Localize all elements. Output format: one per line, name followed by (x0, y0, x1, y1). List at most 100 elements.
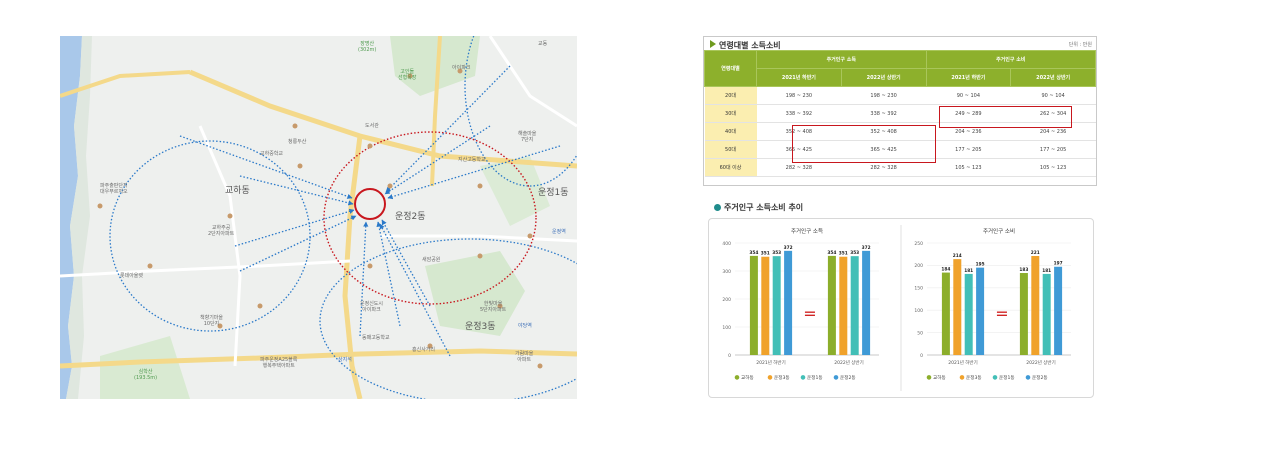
map-label-unjeong3: 운정3동 (465, 322, 496, 332)
table-row: 60대 이상 282 ~ 328 282 ~ 328 105 ~ 123 105… (704, 158, 1096, 177)
highlight-30s-spend (939, 106, 1072, 128)
road-local-2 (60, 259, 351, 278)
map-label-doseo: 도서관 (365, 123, 379, 129)
header-period: 2021년 하반기 (756, 68, 842, 87)
data-label: 372 (784, 245, 793, 251)
map-label-ipark: 아이파크 (452, 65, 471, 71)
age-cell: 30대 (704, 104, 757, 123)
bar (839, 256, 848, 355)
map-label-jisan: 지산고등학교 (458, 157, 486, 163)
data-label: 181 (1042, 268, 1051, 274)
value-cell: 365 ~ 425 (841, 140, 926, 159)
map-label-haebit: 해솔마을 7단지 (518, 131, 537, 143)
trend-chart-panel: 주거인구 소득 0 100 200 300 400 354 351 353 372 2021년 하반… (708, 218, 1094, 398)
map-label-dongpae: 동패고등학교 (362, 335, 390, 341)
catchment-south (319, 238, 577, 399)
value-cell: 90 ~ 104 (1010, 86, 1096, 105)
map-label-gyoha-school: 교하중학교 (260, 151, 284, 157)
map-label-unjeongyeok: 운정역 (552, 229, 566, 235)
chart-title: 주거인구 소비 (983, 227, 1015, 235)
location-map[interactable]: 장명산 (302m) 교동 고인돌 선형목장 아이파크 청롱두산 교하동 교하주공 2… (60, 36, 577, 399)
age-cell: 50대 (704, 140, 757, 159)
value-cell: 352 ~ 408 (756, 122, 842, 141)
x-tick-label: 2022년 상반기 (1026, 359, 1055, 366)
target-site (354, 188, 386, 220)
y-tick-label: 0 (920, 353, 923, 359)
table-unit: 단위 : 만원 (1068, 42, 1092, 48)
bar (784, 250, 793, 355)
header-spend: 주거인구 소비 (925, 50, 1096, 69)
x-tick-label: 2021년 하반기 (948, 359, 977, 366)
bar (1019, 273, 1028, 355)
legend-label: 교하동 (741, 374, 754, 381)
legend-label: 운정2동 (1032, 374, 1048, 381)
value-cell: 105 ~ 123 (926, 158, 1011, 177)
legend-label: 운정2동 (840, 374, 856, 381)
catchment-northeast (464, 36, 577, 187)
legend-swatch (959, 375, 965, 380)
trade-area (323, 131, 537, 305)
legend-label: 운정3동 (966, 374, 982, 381)
road-south (60, 348, 577, 369)
y-tick-label: 300 (722, 269, 731, 275)
header-income: 주거인구 소득 (756, 50, 927, 69)
data-label: 354 (827, 250, 836, 256)
catchment-west (109, 140, 311, 332)
legend-swatch (767, 375, 773, 380)
road-east (189, 69, 577, 169)
value-cell: 338 ~ 392 (756, 104, 842, 123)
legend-label: 교하동 (933, 374, 946, 381)
value-cell: 177 ~ 205 (1010, 140, 1096, 159)
data-label: 184 (941, 267, 950, 273)
y-tick-label: 100 (722, 325, 731, 331)
y-tick-label: 50 (917, 330, 923, 336)
y-tick-label: 200 (722, 297, 731, 303)
map-canvas (60, 36, 577, 399)
map-label-eyeball: 운정신도시 아이파크 (360, 301, 384, 313)
table-row: 50대 365 ~ 425 365 ~ 425 177 ~ 205 177 ~ … (704, 140, 1096, 159)
bar (749, 255, 758, 355)
map-label-gyeha-apt: 교하주공 2단지아파트 (208, 225, 235, 237)
map-label-heuksin: 흥신사거리 (412, 347, 436, 353)
bar (976, 267, 985, 355)
park-mid (480, 156, 550, 226)
park-southwest (100, 336, 190, 399)
header-age: 연령대별 (704, 50, 757, 87)
bullet-icon (714, 204, 721, 211)
data-label: 181 (964, 268, 973, 274)
bar (953, 259, 962, 355)
legend-label: 운정1동 (999, 374, 1015, 381)
y-tick-label: 250 (914, 241, 923, 247)
legend-swatch (992, 375, 998, 380)
income-table: 연령대별 주거인구 소득 주거인구 소비 2021년 하반기 2022년 상반기… (704, 50, 1096, 177)
map-label-lotte: 롯데아울렛 (120, 273, 144, 279)
data-label: 221 (1031, 250, 1040, 256)
road-local-4 (488, 36, 577, 128)
bar (862, 250, 871, 355)
chart-title: 주거인구 소득 (791, 227, 823, 235)
legend-swatch (1025, 375, 1031, 380)
x-tick-label: 2021년 하반기 (756, 359, 785, 366)
age-cell: 60대 이상 (704, 158, 757, 177)
equal-sign: = (995, 304, 1008, 323)
highlight-40s-50s-income (792, 125, 936, 163)
y-tick-label: 0 (728, 353, 731, 359)
river (60, 36, 82, 399)
map-label-unjeong1: 운정1동 (538, 188, 569, 198)
road-nw (60, 70, 191, 98)
data-label: 197 (1054, 261, 1063, 267)
data-label: 214 (953, 253, 962, 259)
value-cell: 105 ~ 123 (1010, 158, 1096, 177)
map-label-seongwon: 새암공원 (422, 257, 441, 263)
value-cell: 262 ~ 304 (1010, 104, 1096, 123)
data-label: 372 (862, 245, 871, 251)
legend-label: 운정1동 (807, 374, 823, 381)
park-east (425, 251, 525, 336)
bar (850, 256, 859, 355)
value-cell: 90 ~ 104 (926, 86, 1011, 105)
trend-title: 주거인구 소득소비 추이 (714, 202, 803, 213)
map-label-gyeha-3: 책향기마을 10단지 (200, 315, 224, 327)
map-label-gyeha-jugong: 파주출판단지 대우푸르지오 (100, 183, 128, 195)
chart-2: 주거인구 소비0501001502002501842141811952021년 … (914, 227, 1071, 381)
